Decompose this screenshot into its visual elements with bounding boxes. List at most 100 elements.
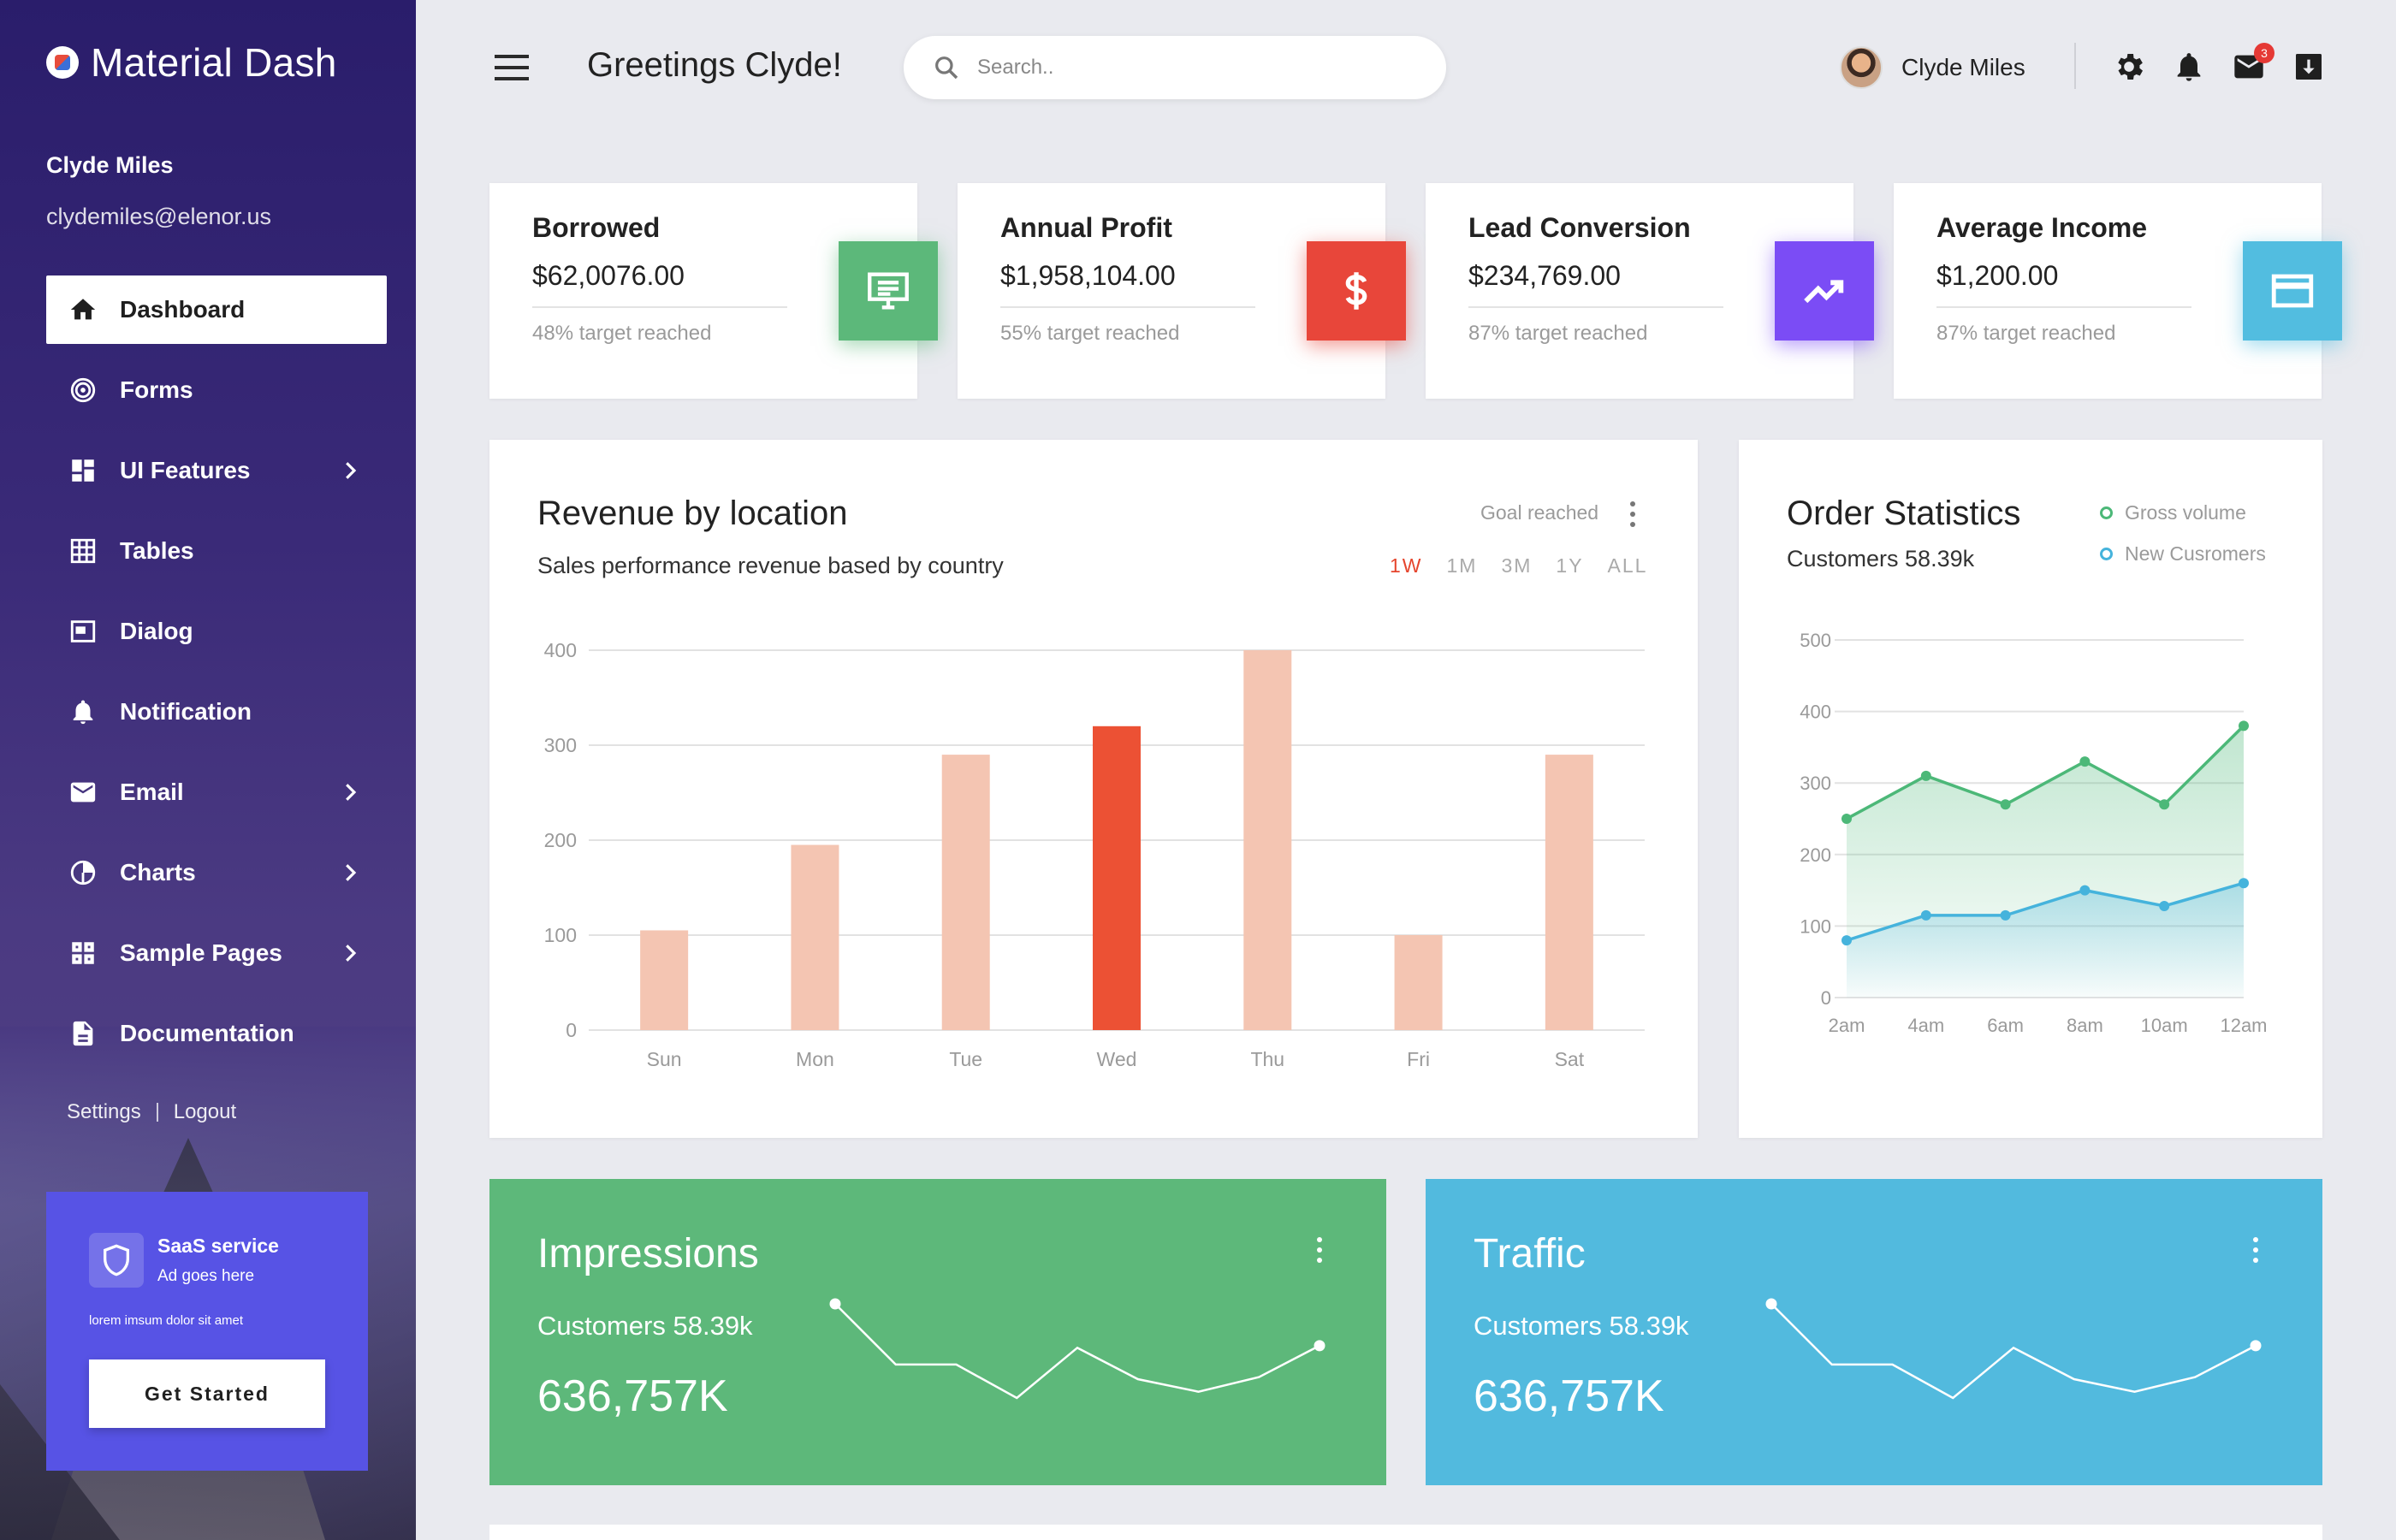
data-point (1841, 935, 1852, 946)
stat-value: $234,769.00 (1468, 260, 1621, 291)
stat-note: 55% target reached (1000, 322, 1180, 345)
y-tick-label: 0 (566, 1019, 577, 1041)
sidebar-item-label: UI Features (120, 457, 251, 483)
more-vert-icon[interactable] (2252, 1237, 2259, 1263)
traffic-sparkline (1765, 1298, 2262, 1400)
sidebar-user-name: Clyde Miles (46, 152, 174, 178)
y-tick-label: 100 (1800, 915, 1831, 937)
sidebar-item-forms[interactable]: Forms (46, 356, 387, 424)
sparkline-end-point (1314, 1340, 1326, 1352)
stat-divider (532, 306, 787, 308)
sidebar-item-label: Sample Pages (120, 939, 282, 966)
more-vert-icon[interactable] (1629, 501, 1636, 527)
fingerprint-icon (70, 377, 96, 403)
stat-title: Annual Profit (1000, 212, 1172, 243)
chevron-right-icon (346, 945, 357, 962)
stat-title: Borrowed (532, 212, 661, 243)
sidebar-item-label: Dialog (120, 618, 193, 644)
logout-link[interactable]: Logout (173, 1100, 237, 1123)
stat-divider (1468, 306, 1723, 308)
sidebar-item-email[interactable]: Email (46, 758, 387, 826)
menu-icon[interactable] (495, 55, 529, 80)
bell-icon[interactable] (2172, 50, 2206, 84)
sidebar-item-ui-features[interactable]: UI Features (46, 436, 387, 505)
sidebar-item-label: Charts (120, 859, 196, 886)
data-point (1920, 770, 1931, 781)
settings-icon[interactable] (2112, 50, 2146, 84)
stat-title: Lead Conversion (1468, 212, 1691, 243)
y-tick-label: 400 (1800, 702, 1831, 723)
sidebar-item-notification[interactable]: Notification (46, 678, 387, 746)
range-tab-1y[interactable]: 1Y (1556, 554, 1584, 577)
legend-item-new-customers: New Cusromers (2100, 542, 2266, 566)
y-tick-label: 400 (544, 639, 577, 661)
range-tab-1m[interactable]: 1M (1446, 554, 1478, 577)
x-tick-label: 2am (1829, 1015, 1865, 1036)
ad-title: SaaS service (157, 1235, 279, 1257)
sidebar-item-label: Forms (120, 376, 193, 403)
series-area (1847, 883, 2244, 998)
search-input[interactable] (977, 56, 1388, 80)
mail-icon[interactable] (2232, 50, 2266, 84)
sidebar-nav: Dashboard Forms UI Features Tables Dialo… (46, 275, 387, 1080)
stat-title: Average Income (1936, 212, 2148, 243)
user-menu[interactable]: Clyde Miles (1840, 46, 2025, 89)
greeting: Greetings Clyde! (587, 46, 842, 84)
stat-card-annual-profit: Annual Profit $1,958,104.00 55% target r… (958, 183, 1406, 399)
header-user-name: Clyde Miles (1901, 54, 2025, 80)
sidebar-item-dialog[interactable]: Dialog (46, 597, 387, 666)
bar (791, 844, 839, 1030)
data-point (2239, 720, 2249, 732)
brand-logo-icon (46, 46, 79, 79)
sidebar-item-documentation[interactable]: Documentation (46, 999, 387, 1068)
stat-divider (1936, 306, 2191, 308)
table-icon (70, 538, 96, 564)
traffic-subtitle: Customers 58.39k (1474, 1311, 1689, 1341)
settings-link[interactable]: Settings (67, 1100, 141, 1123)
x-tick-label: Sun (647, 1048, 682, 1070)
sidebar-item-dashboard[interactable]: Dashboard (46, 275, 387, 344)
range-tab-1w[interactable]: 1W (1390, 554, 1423, 577)
legend-dot (2100, 548, 2113, 560)
sidebar-item-tables[interactable]: Tables (46, 517, 387, 585)
stat-card-average-income: Average Income $1,200.00 87% target reac… (1894, 183, 2342, 399)
chevron-right-icon (346, 784, 357, 801)
order-statistics-panel: Order Statistics Customers 58.39k Gross … (1739, 440, 2322, 1138)
range-tab-3m[interactable]: 3M (1501, 554, 1533, 577)
stat-divider (1000, 306, 1255, 308)
ad-card: SaaS service Ad goes here lorem imsum do… (46, 1192, 368, 1471)
order-statistics-title: Order Statistics (1787, 495, 2021, 532)
stat-note: 87% target reached (1936, 322, 2116, 345)
sidebar-user-email: clydemiles@elenor.us (46, 204, 272, 229)
search-icon (935, 56, 958, 80)
sidebar: Material Dash Clyde Miles clydemiles@ele… (0, 0, 416, 1540)
series-line (1846, 725, 2245, 820)
dollar-icon (1307, 241, 1406, 341)
brand[interactable]: Material Dash (46, 39, 337, 86)
x-tick-label: Fri (1407, 1048, 1430, 1070)
x-tick-label: Wed (1097, 1048, 1137, 1070)
next-row-cards (489, 1525, 2322, 1540)
y-tick-label: 200 (544, 829, 577, 851)
stat-value: $62,0076.00 (532, 260, 685, 291)
download-icon[interactable] (2292, 50, 2326, 84)
more-vert-icon[interactable] (1316, 1237, 1323, 1263)
avatar[interactable] (1840, 46, 1883, 89)
document-icon (73, 1021, 93, 1046)
sidebar-footer-links: Settings Logout (67, 1100, 236, 1124)
x-tick-label: Thu (1250, 1048, 1284, 1070)
sidebar-item-charts[interactable]: Charts (46, 838, 387, 907)
traffic-card: Traffic Customers 58.39k 636,757K (1426, 1179, 2322, 1485)
sidebar-item-label: Documentation (120, 1020, 294, 1046)
sparkline-start-point (829, 1298, 841, 1310)
y-tick-label: 500 (1800, 630, 1831, 651)
get-started-button[interactable]: Get Started (89, 1359, 325, 1428)
range-tab-all[interactable]: ALL (1607, 554, 1648, 577)
bar (1394, 935, 1443, 1030)
sidebar-item-sample-pages[interactable]: Sample Pages (46, 919, 387, 987)
bar (1545, 755, 1593, 1030)
search-bar[interactable] (904, 36, 1446, 99)
trending-up-icon (1775, 241, 1874, 341)
stat-card-lead-conversion: Lead Conversion $234,769.00 87% target r… (1426, 183, 1874, 399)
data-point (1841, 814, 1852, 824)
